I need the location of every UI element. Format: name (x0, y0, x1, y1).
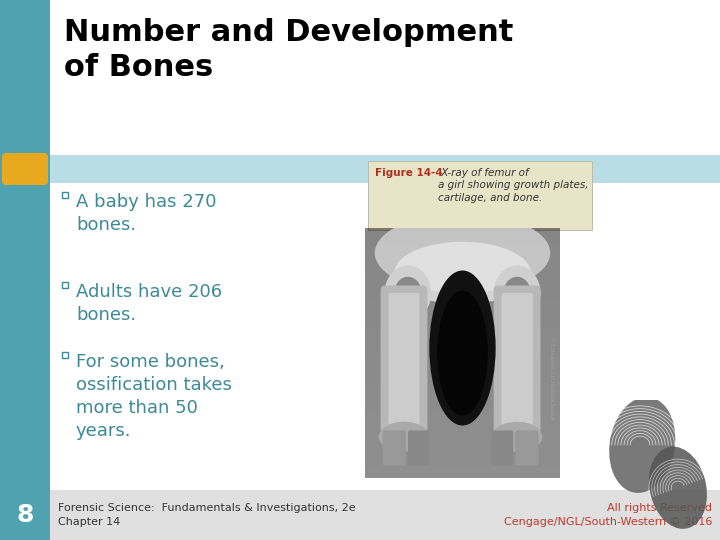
Bar (62, 282, 68, 288)
Text: Number and Development
of Bones: Number and Development of Bones (64, 18, 513, 82)
FancyBboxPatch shape (494, 286, 541, 433)
Text: Forensic Science:  Fundamentals & Investigations, 2e
Chapter 14: Forensic Science: Fundamentals & Investi… (58, 503, 356, 527)
Ellipse shape (494, 266, 541, 321)
Text: Adults have 206
bones.: Adults have 206 bones. (76, 283, 222, 324)
FancyBboxPatch shape (382, 430, 406, 465)
FancyBboxPatch shape (515, 430, 539, 465)
Ellipse shape (609, 397, 675, 493)
Ellipse shape (395, 277, 421, 309)
Text: For some bones,
ossification takes
more than 50
years.: For some bones, ossification takes more … (76, 353, 232, 440)
FancyBboxPatch shape (492, 430, 513, 465)
FancyBboxPatch shape (502, 293, 533, 426)
Text: Figure 14-4: Figure 14-4 (375, 168, 443, 178)
Ellipse shape (503, 277, 531, 309)
Ellipse shape (379, 422, 429, 452)
Text: A baby has 270
bones.: A baby has 270 bones. (76, 193, 217, 234)
Ellipse shape (395, 242, 531, 304)
Ellipse shape (384, 266, 431, 321)
Bar (0, 0, 50, 540)
Bar (50, 155, 720, 183)
FancyBboxPatch shape (381, 286, 428, 433)
Ellipse shape (649, 447, 707, 529)
Text: 8: 8 (17, 503, 34, 527)
Bar (62, 192, 68, 198)
Text: All rights Reserved
Cengage/NGL/South-Western © 2016: All rights Reserved Cengage/NGL/South-We… (503, 503, 712, 527)
Ellipse shape (437, 291, 488, 415)
FancyBboxPatch shape (408, 430, 429, 465)
Ellipse shape (492, 422, 542, 452)
Text: © Enterprise, LLC/Science Source: © Enterprise, LLC/Science Source (549, 337, 555, 419)
Ellipse shape (429, 271, 495, 426)
Bar (0, 490, 50, 540)
FancyBboxPatch shape (388, 293, 420, 426)
Bar (62, 352, 68, 358)
Ellipse shape (374, 213, 550, 293)
Text: X-ray of femur of
a girl showing growth plates,
cartilage, and bone.: X-ray of femur of a girl showing growth … (438, 168, 588, 203)
FancyBboxPatch shape (2, 153, 48, 185)
FancyBboxPatch shape (368, 161, 592, 230)
Bar (0, 490, 720, 540)
